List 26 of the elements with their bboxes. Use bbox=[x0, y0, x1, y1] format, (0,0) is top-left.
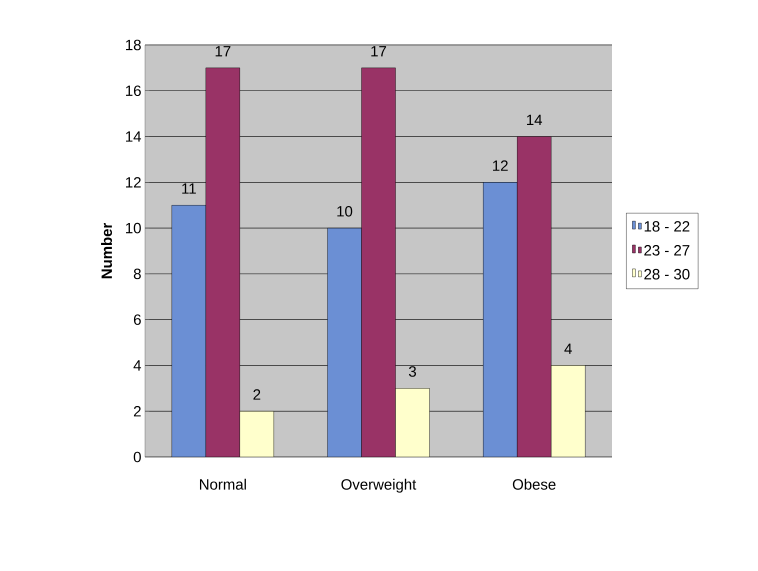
legend-label: 28 - 30 bbox=[644, 268, 690, 280]
y-tick-label: 2 bbox=[134, 406, 141, 416]
data-label: 2 bbox=[253, 389, 260, 400]
data-label: 12 bbox=[493, 160, 508, 171]
x-tick-label: Overweight bbox=[341, 478, 416, 493]
y-tick-label: 16 bbox=[126, 85, 141, 96]
y-tick-label: 12 bbox=[126, 177, 141, 188]
y-tick-label: 0 bbox=[134, 452, 141, 462]
data-label: 10 bbox=[337, 206, 352, 217]
y-tick-label: 14 bbox=[126, 131, 142, 142]
y-tick-label: 6 bbox=[134, 314, 141, 325]
legend-label: 23 - 27 bbox=[644, 245, 690, 256]
x-tick-label: Obese bbox=[512, 478, 556, 490]
data-label: 4 bbox=[564, 344, 572, 354]
data-label: 11 bbox=[182, 183, 196, 194]
data-label: 17 bbox=[216, 46, 230, 56]
data-label: 17 bbox=[371, 46, 386, 56]
y-tick-label: 18 bbox=[126, 40, 141, 50]
x-tick-label: Normal bbox=[200, 478, 246, 490]
legend-label: 18 - 22 bbox=[644, 221, 690, 232]
y-tick-label: 8 bbox=[134, 268, 141, 280]
y-tick-label: 10 bbox=[126, 222, 141, 234]
data-label: 3 bbox=[408, 366, 416, 377]
y-tick-label: 4 bbox=[134, 360, 142, 371]
data-label: 14 bbox=[527, 114, 542, 126]
y-axis-title: Number bbox=[101, 222, 112, 278]
